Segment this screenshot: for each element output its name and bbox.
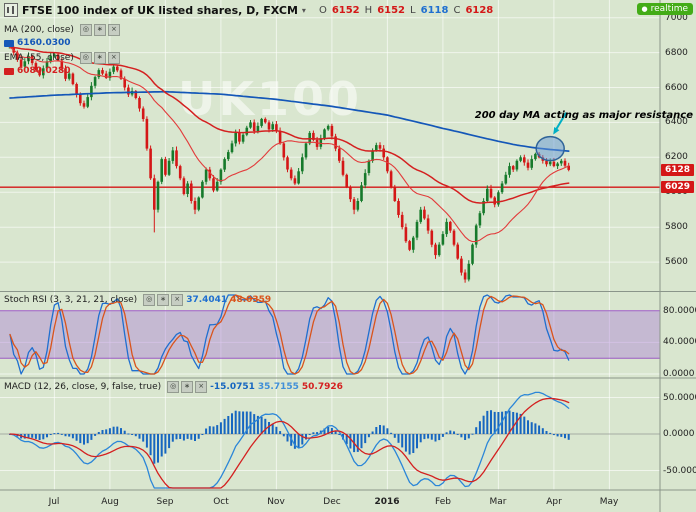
high-value: 6152 <box>377 4 406 16</box>
chart-style-icon[interactable] <box>4 3 18 17</box>
stoch-rsi-label: Stoch RSI (3, 3, 21, 21, close) <box>4 295 138 305</box>
open-label: O <box>318 4 327 16</box>
realtime-label: realtime <box>650 4 688 14</box>
eye-icon[interactable]: ◎ <box>167 381 180 393</box>
ema55-value: 6080.0280 <box>17 66 71 76</box>
low-label: L <box>410 4 416 16</box>
ema55-value-row: 6080.0280 <box>4 66 71 76</box>
ema55-color-swatch <box>4 67 14 75</box>
high-label: H <box>364 4 373 16</box>
candles-layer[interactable] <box>8 45 570 283</box>
close-icon[interactable]: × <box>195 381 208 393</box>
macd-layer <box>0 391 660 489</box>
legend-buttons: ◎ ∗ × <box>79 52 120 64</box>
low-value: 6118 <box>420 4 449 16</box>
legend-buttons: ◎ ∗ × <box>167 381 208 393</box>
ohlc-readout: O 6152 H 6152 L 6118 C 6128 <box>319 5 493 16</box>
gear-icon[interactable]: ∗ <box>93 24 106 36</box>
ma200-value: 6160.0300 <box>17 38 71 48</box>
ma-lines-layer <box>9 46 570 243</box>
time-axis-zone[interactable] <box>0 490 660 512</box>
ma200-value-row: 6160.0300 <box>4 38 71 48</box>
price-axis-zone[interactable] <box>660 0 696 490</box>
ema55-label: EMA (55, close) <box>4 53 74 63</box>
macd-signal-value: 50.7926 <box>301 382 343 392</box>
realtime-badge: ● realtime <box>636 3 693 15</box>
legend-buttons: ◎ ∗ × <box>143 294 184 306</box>
ema55-legend[interactable]: EMA (55, close) ◎ ∗ × <box>4 52 120 64</box>
gear-icon[interactable]: ∗ <box>157 294 170 306</box>
annotation-text[interactable]: 200 day MA acting as major resistance <box>474 110 693 121</box>
gear-icon[interactable]: ∗ <box>93 52 106 64</box>
macd-legend[interactable]: MACD (12, 26, close, 9, false, true) ◎ ∗… <box>4 381 343 393</box>
stoch-k-value: 37.4041 <box>186 295 228 305</box>
close-label: C <box>453 4 461 16</box>
open-value: 6152 <box>331 4 360 16</box>
ma200-color-swatch <box>4 39 14 47</box>
ma200-legend[interactable]: MA (200, close) ◎ ∗ × <box>4 24 120 36</box>
eye-icon[interactable]: ◎ <box>79 52 92 64</box>
ma200-label: MA (200, close) <box>4 25 74 35</box>
eye-icon[interactable]: ◎ <box>79 24 92 36</box>
chevron-down-icon[interactable]: ▾ <box>301 5 306 15</box>
gear-icon[interactable]: ∗ <box>181 381 194 393</box>
eye-icon[interactable]: ◎ <box>143 294 156 306</box>
stoch-d-value: 48.0359 <box>230 295 272 305</box>
chart-header: FTSE 100 index of UK listed shares, D, F… <box>4 3 493 17</box>
annotation-drawing[interactable] <box>535 112 568 162</box>
close-icon[interactable]: × <box>107 24 120 36</box>
macd-label: MACD (12, 26, close, 9, false, true) <box>4 382 162 392</box>
stoch-rsi-legend[interactable]: Stoch RSI (3, 3, 21, 21, close) ◎ ∗ × 37… <box>4 294 271 306</box>
stoch-layer <box>9 294 570 375</box>
stoch-band <box>0 310 660 359</box>
realtime-dot-icon: ● <box>641 5 648 13</box>
legend-buttons: ◎ ∗ × <box>79 24 120 36</box>
close-icon[interactable]: × <box>107 52 120 64</box>
symbol-title[interactable]: FTSE 100 index of UK listed shares, D, F… <box>22 3 298 17</box>
close-icon[interactable]: × <box>171 294 184 306</box>
macd-line-value: 35.7155 <box>257 382 299 392</box>
macd-hist-value: -15.0751 <box>210 382 255 392</box>
close-value: 6128 <box>465 4 494 16</box>
